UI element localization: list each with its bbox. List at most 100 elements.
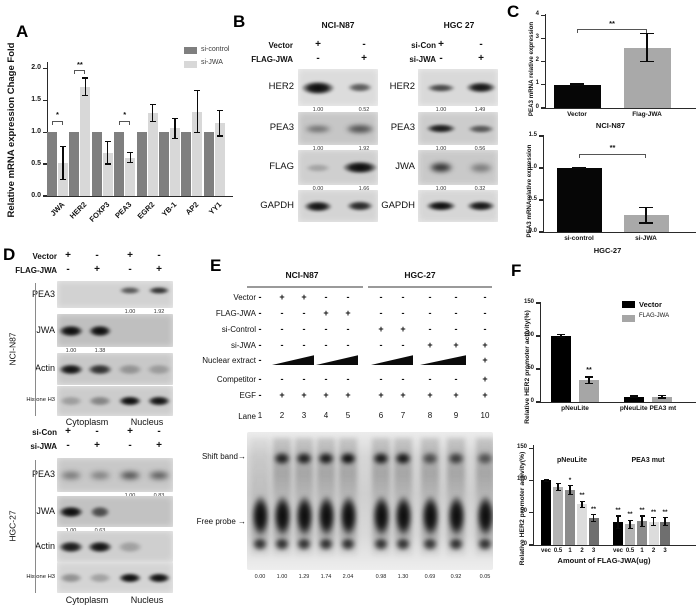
bar — [541, 480, 551, 545]
blot-band — [301, 199, 335, 213]
blot-band — [316, 450, 336, 466]
sig-mark: ** — [627, 511, 633, 519]
blot-band — [301, 123, 335, 134]
error-bar-cap — [60, 178, 66, 180]
group-label: pNeuLite — [557, 457, 587, 464]
lane-symbol: - — [346, 292, 350, 302]
panel-c-bottom-y-axis-label: PEA3 mRNArelative expression — [526, 144, 533, 238]
error-bar-cap — [149, 104, 156, 106]
blot-band — [116, 571, 144, 584]
blot-band — [463, 81, 498, 94]
blot-band — [419, 491, 441, 541]
free-probe-label: Free probe → — [196, 517, 246, 526]
lane-symbol: - — [428, 374, 432, 384]
lane-symbol: - — [346, 374, 350, 384]
blot-band — [474, 491, 493, 541]
gel-number: 1.74 — [320, 574, 332, 580]
lane-symbol: - — [379, 292, 383, 302]
blot-band — [421, 536, 439, 552]
panel-e-letter: E — [210, 256, 222, 275]
blot-label: PEA3 — [31, 288, 55, 299]
lane-symbol: - — [280, 324, 284, 334]
error-bar — [569, 485, 571, 495]
y-tick-label: 0.0 — [528, 227, 537, 234]
chart-plot: 0 1 2 3 4 Vector Flag-JWA ** — [536, 11, 696, 118]
lane-symbol: - — [379, 374, 383, 384]
lane-symbol: - — [258, 390, 262, 400]
condition-symbol: - — [362, 39, 366, 50]
lane-symbol: - — [401, 308, 405, 318]
blot-image — [57, 562, 173, 593]
y-tick-label: 1 — [535, 80, 539, 87]
blot-label: FLAG — [269, 161, 294, 173]
lane-symbol: + — [400, 390, 406, 400]
sig-bracket-end — [577, 29, 578, 34]
chart-plot: 0.0 0.5 1.0 1.5 2.0 JWA HER2 FOXP3 PEA3 EGR2 YB-1 A… — [31, 60, 233, 224]
condition-symbol: - — [479, 39, 483, 50]
legend-label: si-control — [201, 45, 230, 53]
condition-label: si-JWA — [409, 55, 436, 64]
error-bar — [545, 479, 547, 482]
gel-number: 1.29 — [298, 574, 310, 580]
blot-band — [115, 362, 145, 376]
blot-band — [294, 450, 314, 466]
blot-band — [57, 395, 85, 407]
sig-mark: ** — [590, 505, 597, 513]
blot-band — [249, 491, 271, 541]
blot-band — [145, 395, 173, 407]
gel-number: 0.00 — [254, 574, 266, 580]
blot-image — [298, 112, 378, 145]
gel-number: 0.69 — [424, 574, 436, 580]
lane-symbol: - — [302, 340, 306, 350]
blot-image — [418, 190, 498, 222]
bar — [625, 524, 635, 545]
x-tick-label: si-JWA — [635, 234, 657, 242]
blot-band — [392, 491, 414, 541]
chart-plot: 0 50 100 150 ** pNeuLite pNeuLite PEA3 mt — [524, 299, 696, 412]
condition-symbol: + — [127, 426, 133, 437]
cell-line-label: HGC-27 — [7, 509, 17, 542]
fraction-label: Nucleus — [130, 417, 164, 427]
lane-symbol: + — [453, 340, 459, 350]
x-tick-label: si-control — [564, 234, 594, 242]
y-tick-label: 1.5 — [31, 95, 41, 103]
bar — [652, 396, 672, 402]
lane-symbol: - — [258, 308, 262, 318]
x-tick-label: vec — [540, 547, 551, 554]
lane-symbol: 2 — [279, 411, 285, 420]
blot-band — [117, 286, 143, 295]
lane-symbol: - — [379, 308, 383, 318]
lane-symbol: - — [454, 308, 458, 318]
blot-label: HER2 — [389, 81, 415, 93]
y-tick — [539, 231, 544, 233]
y-tick-label: 150 — [523, 298, 534, 305]
error-bar — [196, 90, 198, 133]
band-number: 1.00 — [124, 308, 136, 315]
error-bar — [641, 515, 643, 527]
bar — [577, 504, 587, 545]
bar — [102, 152, 113, 196]
blot-band — [85, 539, 115, 554]
group-title: HGC 27 — [443, 20, 475, 30]
chart-plot: 0 50 100 150 vec 0.5 * 1 ** 2 ** 3 ** vec ** 0.5 ** 1 ** 2 *… — [517, 444, 696, 554]
blot-band — [251, 536, 269, 552]
lane-symbol: - — [428, 308, 432, 318]
lane-symbol: - — [258, 324, 262, 334]
blot-image — [57, 353, 173, 385]
emsa-row-label: Vector — [233, 293, 256, 302]
blot-image — [57, 314, 173, 347]
error-bar-cap — [639, 525, 645, 527]
error-bar-cap — [615, 528, 621, 530]
blot-band — [466, 161, 496, 174]
blot-label: JWA — [36, 505, 55, 516]
panel-b-letter: B — [233, 12, 246, 31]
condition-symbol: + — [65, 250, 71, 261]
legend-swatch — [622, 314, 635, 322]
error-bar-cap — [60, 145, 66, 147]
blot-band — [303, 162, 333, 173]
error-bar-cap — [82, 95, 89, 97]
sig-mark: ** — [586, 367, 592, 375]
condition-label: Vector — [32, 252, 57, 261]
error-bar-cap — [662, 525, 668, 527]
error-bar — [661, 395, 663, 399]
